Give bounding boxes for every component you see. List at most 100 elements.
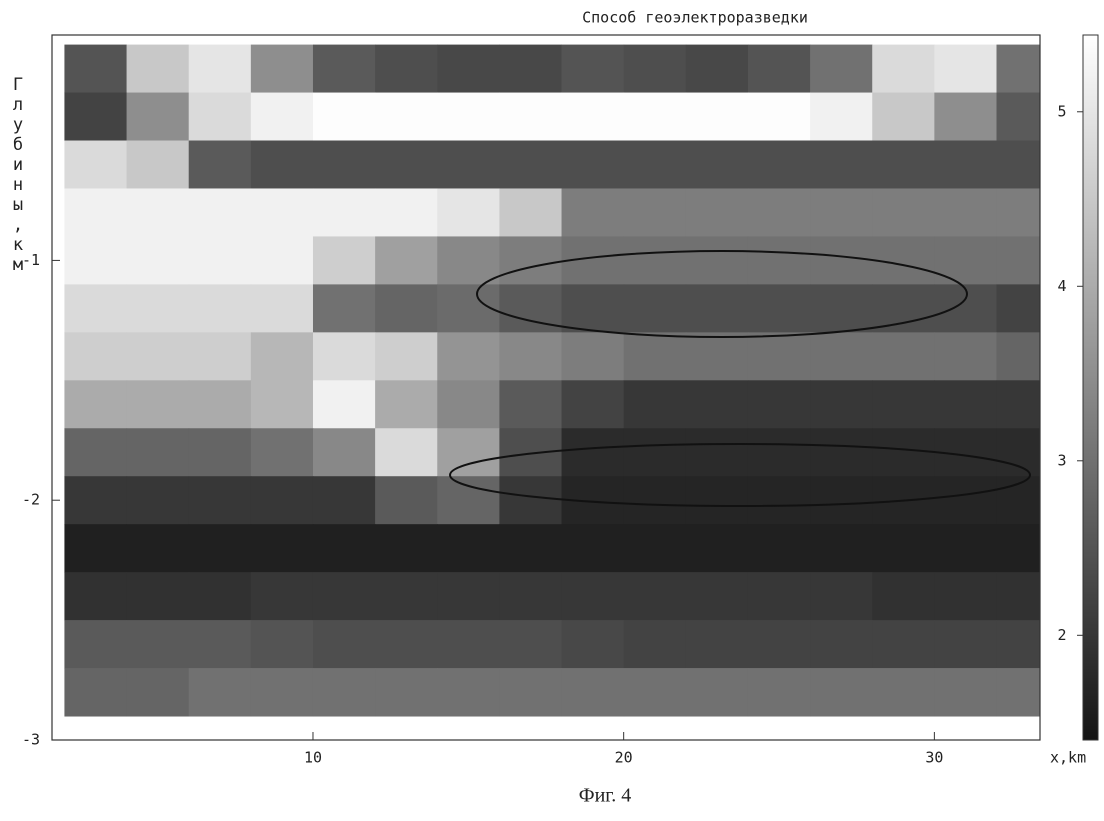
heatmap-cell xyxy=(127,476,190,524)
heatmap-cell xyxy=(127,332,190,380)
heatmap-cell xyxy=(686,524,749,572)
heatmap-cell xyxy=(499,476,562,524)
heatmap-cell xyxy=(437,428,500,476)
heatmap-cell xyxy=(375,141,438,189)
heatmap-cell xyxy=(624,524,687,572)
heatmap-cell xyxy=(437,141,500,189)
heatmap-cell xyxy=(748,284,811,332)
heatmap-cell xyxy=(375,284,438,332)
heatmap-cell xyxy=(997,141,1060,189)
heatmap-cell xyxy=(313,141,376,189)
y-tick-label: -2 xyxy=(22,491,40,509)
heatmap-cell xyxy=(748,45,811,93)
heatmap-cell xyxy=(810,668,873,716)
heatmap-cell xyxy=(251,428,314,476)
heatmap-cell xyxy=(562,284,625,332)
heatmap-cell xyxy=(251,380,314,428)
heatmap-cell xyxy=(375,332,438,380)
heatmap-cell xyxy=(499,380,562,428)
heatmap-cell xyxy=(997,188,1060,236)
heatmap-cell xyxy=(934,188,997,236)
y-axis-label: Глубины,км xyxy=(8,75,28,275)
colorbar-tick-label: 3 xyxy=(1057,451,1066,469)
heatmap-cell xyxy=(375,476,438,524)
heatmap-cell xyxy=(997,572,1060,620)
heatmap-cell xyxy=(251,668,314,716)
heatmap-cell xyxy=(313,428,376,476)
heatmap-cell xyxy=(562,572,625,620)
heatmap-cell xyxy=(686,236,749,284)
heatmap-cell xyxy=(375,236,438,284)
heatmap-cell xyxy=(189,476,252,524)
heatmap-cell xyxy=(251,476,314,524)
heatmap-cell xyxy=(872,620,935,668)
heatmap-cell xyxy=(189,45,252,93)
heatmap-cell xyxy=(934,476,997,524)
heatmap-cell xyxy=(189,524,252,572)
heatmap-cell xyxy=(251,93,314,141)
heatmap-cell xyxy=(375,668,438,716)
heatmap-cell xyxy=(313,93,376,141)
heatmap-cell xyxy=(624,668,687,716)
heatmap-cell xyxy=(934,45,997,93)
heatmap-cell xyxy=(64,93,127,141)
heatmap-cell xyxy=(127,572,190,620)
heatmap-cell xyxy=(64,668,127,716)
heatmap-cell xyxy=(437,668,500,716)
heatmap-cell xyxy=(251,524,314,572)
heatmap-cell xyxy=(934,668,997,716)
heatmap-cell xyxy=(251,332,314,380)
heatmap-cell xyxy=(189,332,252,380)
heatmap-cell xyxy=(437,380,500,428)
heatmap-cell xyxy=(562,620,625,668)
heatmap-cell xyxy=(686,572,749,620)
heatmap-cell xyxy=(748,236,811,284)
heatmap-cell xyxy=(499,524,562,572)
heatmap-cell xyxy=(251,188,314,236)
heatmap-cell xyxy=(934,524,997,572)
heatmap-cell xyxy=(251,236,314,284)
heatmap-cell xyxy=(997,668,1060,716)
heatmap-cell xyxy=(810,236,873,284)
heatmap-cell xyxy=(934,620,997,668)
heatmap-cell xyxy=(64,332,127,380)
heatmap-cell xyxy=(64,45,127,93)
heatmap-cell xyxy=(872,141,935,189)
heatmap-cell xyxy=(686,428,749,476)
heatmap-cell xyxy=(499,236,562,284)
heatmap-cell xyxy=(872,428,935,476)
heatmap-cell xyxy=(189,284,252,332)
heatmap-cell xyxy=(127,620,190,668)
heatmap-cell xyxy=(624,572,687,620)
heatmap-cell xyxy=(748,620,811,668)
x-tick-label: 10 xyxy=(304,749,322,767)
heatmap-cell xyxy=(624,620,687,668)
x-tick-label: 30 xyxy=(925,749,943,767)
heatmap-cell xyxy=(997,428,1060,476)
heatmap-cell xyxy=(437,476,500,524)
x-axis-label: x,km xyxy=(1050,749,1086,767)
heatmap-cell xyxy=(499,668,562,716)
heatmap-cell xyxy=(189,668,252,716)
y-tick-label: -3 xyxy=(22,731,40,749)
heatmap-cell xyxy=(748,380,811,428)
heatmap-cell xyxy=(437,572,500,620)
heatmap-cell xyxy=(437,620,500,668)
heatmap-cell xyxy=(810,428,873,476)
heatmap-cell xyxy=(562,668,625,716)
heatmap-cell xyxy=(686,93,749,141)
heatmap-cell xyxy=(810,188,873,236)
heatmap-cell xyxy=(499,620,562,668)
heatmap-cell xyxy=(437,93,500,141)
heatmap-cell xyxy=(499,141,562,189)
heatmap-cell xyxy=(313,284,376,332)
heatmap-cell xyxy=(872,284,935,332)
heatmap-cell xyxy=(375,45,438,93)
heatmap-cell xyxy=(127,380,190,428)
heatmap-cell xyxy=(313,45,376,93)
chart-title: Способ геоэлектроразведки xyxy=(582,9,808,27)
heatmap-cell xyxy=(251,620,314,668)
heatmap-cell xyxy=(127,188,190,236)
heatmap-cell xyxy=(624,93,687,141)
heatmap-cell xyxy=(313,236,376,284)
